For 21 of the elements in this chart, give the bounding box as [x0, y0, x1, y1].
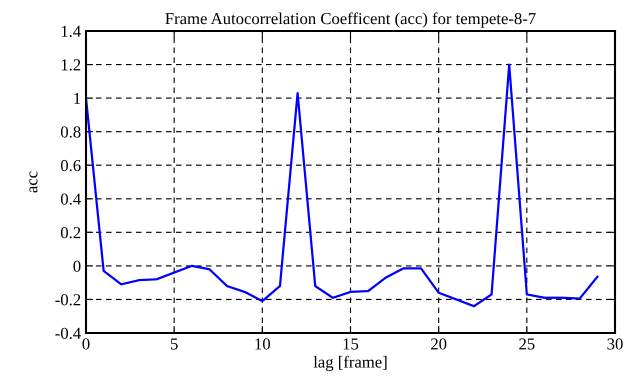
chart-title: Frame Autocorrelation Coefficent (acc) for tempete-8-7 [165, 12, 536, 28]
y-tick-label: 0.6 [60, 160, 81, 172]
y-tick-label: 1 [74, 92, 80, 104]
x-tick-label: 30 [607, 338, 623, 350]
x-tick-label: 25 [519, 338, 535, 350]
y-tick-label: 1.4 [62, 26, 81, 38]
x-tick-label: 20 [431, 338, 446, 350]
y-tick-label: -0.4 [55, 328, 81, 340]
x-tick-label: 15 [344, 338, 358, 350]
y-tick-label: 0.4 [60, 193, 81, 205]
y-tick-label: -0.2 [55, 294, 80, 306]
y-tick-label: 0.2 [60, 227, 80, 238]
x-axis-title: lag [frame] [314, 356, 387, 372]
y-tick-label: 0 [73, 260, 81, 272]
y-tick-label: 0.8 [60, 126, 81, 138]
x-tick-label: 10 [255, 338, 270, 350]
y-axis-title: acc [29, 171, 38, 193]
x-tick-label: 5 [170, 338, 178, 350]
line-series [86, 63, 598, 308]
y-tick-label: 1.2 [62, 59, 80, 71]
x-tick-label: 0 [82, 338, 90, 350]
